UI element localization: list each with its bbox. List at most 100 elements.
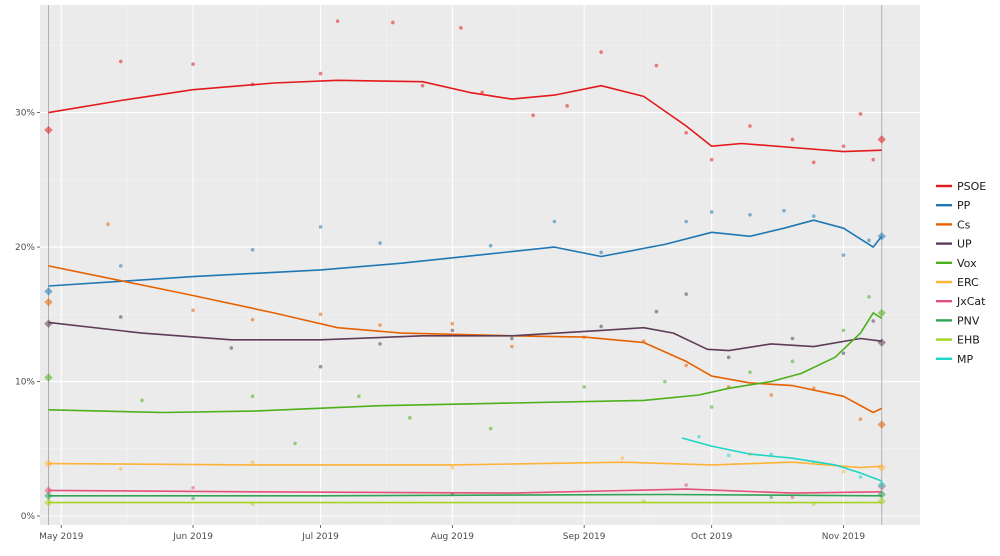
x-tick-label: Oct 2019 <box>691 532 733 542</box>
psoe-poll-point <box>684 130 688 135</box>
pp-poll-point <box>684 219 688 224</box>
pp-trend-line <box>48 219 883 287</box>
trend-lines-layer <box>48 79 883 504</box>
pp-poll-point <box>552 219 557 224</box>
y-tick-label: 20% <box>15 243 35 253</box>
cs-poll-point <box>684 363 688 368</box>
up-poll-point <box>510 336 514 341</box>
legend-label-vox: Vox <box>957 257 977 270</box>
legend-label-erc: ERC <box>957 276 979 289</box>
up-poll-point <box>378 342 382 346</box>
cs-poll-point <box>378 323 382 327</box>
jxcat-trend-line <box>48 488 882 494</box>
pp-poll-point <box>250 247 255 252</box>
up-election-apr-marker <box>44 319 53 328</box>
cs-election-apr-marker <box>44 297 53 307</box>
vox-poll-point <box>841 328 846 333</box>
jxcat-poll-point <box>790 495 795 499</box>
psoe-poll-point <box>391 20 395 25</box>
cs-poll-point <box>858 417 863 421</box>
election-reference-lines <box>48 5 883 525</box>
y-tick-label: 30% <box>15 109 35 119</box>
up-poll-point <box>871 319 876 323</box>
vox-poll-point <box>357 394 361 399</box>
jxcat-election-apr-marker <box>44 486 53 495</box>
erc-poll-point <box>841 469 846 474</box>
psoe-poll-point <box>811 160 816 165</box>
pp-poll-point <box>488 243 493 248</box>
legend-label-jxcat: JxCat <box>956 295 986 308</box>
pp-poll-point <box>782 208 786 213</box>
psoe-poll-point <box>480 90 484 95</box>
psoe-election-apr-marker <box>44 125 53 135</box>
y-tick-label: 0% <box>21 512 36 522</box>
psoe-poll-point <box>599 50 603 54</box>
vox-trend-line <box>48 312 883 414</box>
up-poll-point <box>790 336 795 341</box>
erc-election-apr-marker <box>44 459 53 468</box>
psoe-poll-point <box>118 59 123 64</box>
psoe-poll-point <box>858 112 863 116</box>
grid-layer <box>40 5 920 525</box>
plot-panel <box>40 5 920 525</box>
mp-poll-point <box>697 434 701 439</box>
up-trend-line <box>48 321 882 352</box>
axes-layer: 0% 10% 20% 30% May 2019 Jun 2019 Jul 2019 Aug 2… <box>15 109 865 542</box>
mp-poll-point <box>858 475 863 479</box>
vox-poll-point <box>709 405 714 409</box>
vox-poll-point <box>748 370 752 374</box>
up-poll-point <box>318 364 323 369</box>
up-poll-point <box>841 351 846 356</box>
cs-trend-line <box>48 265 883 414</box>
cs-election-nov-marker <box>877 420 886 429</box>
up-poll-point <box>726 355 731 360</box>
x-tick-label: Jul 2019 <box>301 532 339 542</box>
pnv-trend-line <box>48 493 882 497</box>
up-poll-point <box>118 315 123 319</box>
psoe-poll-point <box>654 63 659 68</box>
mp-trend-line <box>681 437 882 482</box>
pp-poll-point <box>599 250 603 255</box>
pp-poll-point <box>811 214 816 218</box>
erc-poll-point <box>118 467 123 471</box>
cs-poll-point <box>191 308 195 313</box>
cs-poll-point <box>106 222 110 226</box>
pnv-poll-point <box>191 496 195 501</box>
erc-trend-line <box>48 461 882 469</box>
erc-election-nov-marker <box>877 463 886 472</box>
vox-poll-point <box>488 426 493 431</box>
pnv-poll-point <box>769 495 774 499</box>
psoe-poll-point <box>841 144 846 148</box>
x-tick-label: Aug 2019 <box>431 532 475 542</box>
legend-label-up: UP <box>957 238 972 251</box>
psoe-poll-point <box>335 19 340 23</box>
vox-poll-point <box>790 359 795 364</box>
election-results-layer <box>44 125 886 507</box>
vox-election-nov-marker <box>877 308 886 318</box>
psoe-poll-point <box>709 157 714 162</box>
pp-poll-point <box>709 210 714 214</box>
pp-poll-point <box>118 264 123 268</box>
y-tick-label: 10% <box>15 378 35 388</box>
legend-label-pnv: PNV <box>957 314 980 327</box>
psoe-poll-point <box>531 113 535 118</box>
psoe-poll-point <box>871 157 876 162</box>
erc-poll-point <box>620 456 625 460</box>
pnv-election-nov-marker <box>877 490 886 499</box>
legend-label-mp: MP <box>957 353 973 366</box>
cs-poll-point <box>318 312 323 317</box>
mp-poll-point <box>769 452 774 456</box>
erc-poll-point <box>250 460 255 465</box>
vox-election-apr-marker <box>44 373 53 382</box>
pp-election-apr-marker <box>44 287 53 296</box>
pp-poll-point <box>318 225 323 229</box>
legend-label-ehb: EHB <box>957 334 980 347</box>
pnv-election-apr-marker <box>44 491 53 501</box>
psoe-election-nov-marker <box>877 135 886 144</box>
poll-points-layer <box>106 19 876 506</box>
up-poll-point <box>450 328 455 333</box>
vox-poll-point <box>408 416 412 420</box>
vox-poll-point <box>250 394 255 399</box>
psoe-poll-point <box>565 104 569 108</box>
cs-poll-point <box>250 317 255 322</box>
